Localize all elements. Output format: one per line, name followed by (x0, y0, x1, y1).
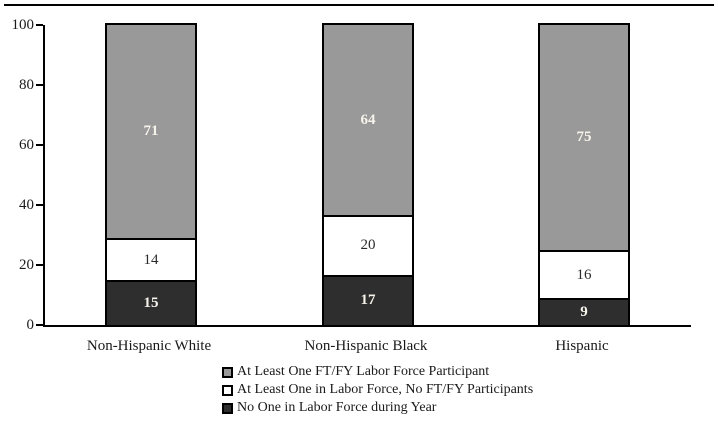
plot-area: 0 20 40 60 80 100 71 14 15 64 20 17 (0, 17, 718, 333)
y-tick-label: 60 (19, 137, 34, 153)
segment-labor-force-no-ftfy: 16 (540, 250, 628, 298)
legend: At Least One FT/FY Labor Force Participa… (222, 363, 533, 417)
legend-label: At Least One in Labor Force, No FT/FY Pa… (237, 382, 534, 397)
y-tick (36, 24, 43, 26)
bar-value-label: 14 (143, 251, 159, 268)
bar-value-label: 75 (576, 129, 592, 145)
segment-labor-force-no-ftfy: 20 (324, 215, 412, 275)
y-tick (36, 84, 43, 86)
segment-ftfy-participant: 75 (540, 25, 628, 250)
legend-row-labor-force-no-ftfy: At Least One in Labor Force, No FT/FY Pa… (222, 381, 533, 399)
bar-value-label: 9 (580, 304, 588, 320)
y-tick (36, 144, 43, 146)
y-tick-label: 40 (19, 197, 34, 213)
legend-swatch-white (222, 384, 233, 396)
y-tick (36, 204, 43, 206)
legend-label: No One in Labor Force during Year (237, 400, 437, 415)
segment-ftfy-participant: 71 (107, 25, 195, 238)
top-border-rule (4, 4, 714, 6)
legend-row-no-one-in-labor-force: No One in Labor Force during Year (222, 399, 533, 417)
bar-value-label: 20 (360, 237, 376, 254)
bar-non-hispanic-white: 71 14 15 (105, 23, 197, 327)
y-tick (36, 324, 43, 326)
bar-value-label: 15 (143, 295, 159, 311)
legend-swatch-dark (222, 402, 233, 414)
segment-no-one-in-labor-force: 9 (540, 298, 628, 325)
y-tick (36, 264, 43, 266)
category-label-hispanic: Hispanic (555, 338, 609, 354)
y-tick-label: 80 (19, 77, 34, 93)
legend-label: At Least One FT/FY Labor Force Participa… (237, 364, 490, 379)
y-tick-label: 100 (11, 17, 35, 33)
bar-value-label: 71 (143, 123, 159, 139)
segment-no-one-in-labor-force: 17 (324, 274, 412, 325)
segment-ftfy-participant: 64 (324, 25, 412, 216)
bar-hispanic: 75 16 9 (538, 23, 630, 327)
bar-value-label: 64 (360, 111, 376, 128)
bar-non-hispanic-black: 64 20 17 (322, 23, 414, 327)
segment-no-one-in-labor-force: 15 (107, 280, 195, 325)
bar-value-label: 17 (360, 292, 376, 309)
y-tick-label: 0 (26, 317, 35, 333)
segment-labor-force-no-ftfy: 14 (107, 238, 195, 280)
category-label-non-hispanic-black: Non-Hispanic Black (304, 338, 428, 354)
legend-row-ftfy-participant: At Least One FT/FY Labor Force Participa… (222, 363, 533, 381)
y-axis-line (43, 25, 45, 327)
bar-value-label: 16 (576, 266, 592, 283)
category-label-non-hispanic-white: Non-Hispanic White (86, 338, 212, 354)
legend-swatch-gray (222, 366, 233, 378)
y-tick-label: 20 (19, 257, 34, 273)
